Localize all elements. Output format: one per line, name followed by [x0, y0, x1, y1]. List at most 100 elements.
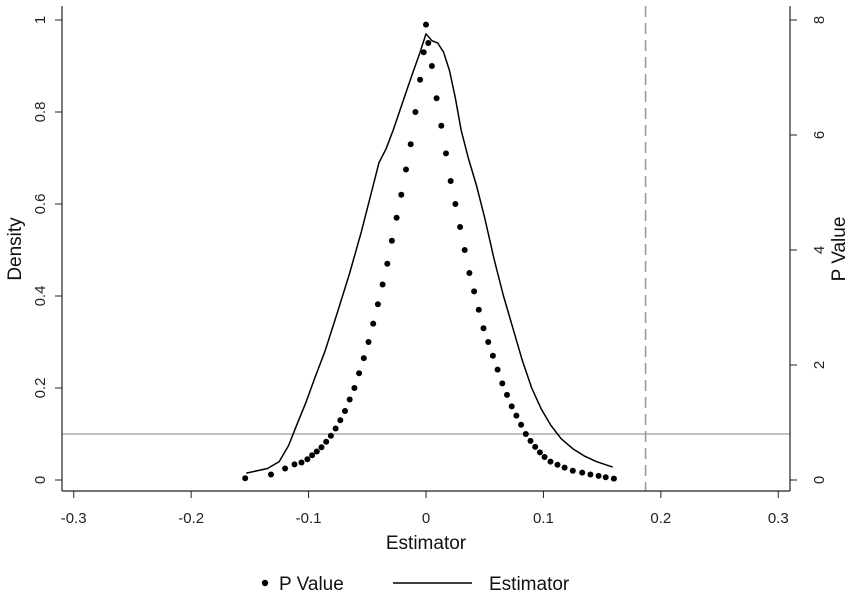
p-value-point [547, 458, 554, 465]
p-value-point [388, 237, 395, 244]
p-value-point [403, 166, 409, 173]
legend-label-estimator: Estimator [489, 574, 570, 595]
p-value-point [298, 459, 305, 466]
x-tick-label: -0.1 [296, 510, 322, 527]
p-value-point [398, 191, 405, 198]
y-left-tick-label: 0.6 [32, 194, 49, 215]
y-right-tick-label: 4 [811, 246, 828, 254]
plot-area [62, 6, 790, 491]
reference-lines [62, 6, 790, 491]
p-value-point [374, 301, 381, 308]
p-value-point [513, 412, 520, 419]
p-value-point [423, 21, 429, 28]
y-right-tick-label: 2 [811, 361, 828, 369]
p-value-point [587, 471, 594, 478]
y-left-tick-label: 1 [32, 16, 49, 24]
y-left-axis-title: Density [5, 217, 26, 281]
p-value-point [313, 448, 320, 455]
y-right-tick-label: 8 [811, 16, 828, 24]
p-value-point [475, 306, 482, 313]
p-value-point [337, 417, 344, 424]
p-value-point [407, 141, 414, 148]
p-value-point [438, 122, 445, 129]
p-value-point [602, 474, 609, 481]
p-value-point [508, 403, 515, 410]
y-left-tick-label: 0.2 [32, 378, 49, 399]
y-right-tick-label: 0 [811, 476, 828, 484]
p-value-point [536, 449, 543, 456]
x-tick-label: 0.2 [650, 510, 671, 527]
x-tick-label: 0.3 [768, 510, 789, 527]
p-value-point [527, 437, 534, 444]
p-value-point [282, 465, 289, 472]
p-value-point [489, 352, 496, 359]
p-value-point [610, 475, 617, 482]
y-right-axis-ticks: 0 2 4 6 8 [790, 16, 828, 484]
p-value-point [242, 475, 249, 482]
p-value-point [420, 49, 427, 56]
p-value-point [417, 76, 424, 83]
p-value-point [384, 260, 391, 267]
x-axis-title: Estimator [386, 533, 467, 554]
p-value-point [494, 366, 501, 373]
estimator-line-series [246, 33, 613, 474]
p-value-point [332, 425, 339, 432]
p-value-point [466, 270, 473, 276]
p-value-point [309, 452, 316, 459]
p-value-point [304, 456, 311, 463]
p-value-point [327, 432, 334, 439]
p-value-point [379, 281, 386, 288]
x-tick-label: 0.1 [533, 510, 554, 527]
p-value-point [412, 109, 419, 115]
p-value-point [499, 380, 506, 387]
p-value-point [356, 370, 363, 377]
p-value-point [541, 454, 548, 460]
x-tick-label: -0.2 [178, 510, 204, 527]
p-value-point [569, 467, 576, 474]
p-value-point [457, 224, 464, 230]
p-value-point [522, 431, 529, 437]
p-value-point [370, 320, 377, 327]
p-value-point [351, 385, 358, 391]
p-value-point [291, 461, 298, 468]
p-value-point [268, 471, 274, 478]
x-axis-ticks: -0.3 -0.2 -0.1 0 0.1 0.2 0.3 [61, 491, 789, 527]
p-value-point [595, 472, 602, 479]
y-left-axis-ticks: 0 0.2 0.4 0.6 0.8 1 [32, 16, 62, 484]
p-value-point [518, 421, 525, 428]
y-left-tick-label: 0.8 [32, 102, 49, 123]
p-value-point [579, 469, 586, 476]
p-value-point [393, 214, 400, 221]
p-value-point [561, 464, 568, 471]
y-left-tick-label: 0.4 [32, 286, 49, 307]
p-value-point [365, 339, 372, 345]
y-right-axis-title: P Value [829, 217, 850, 282]
p-value-point [461, 247, 468, 253]
x-tick-label: -0.3 [61, 510, 87, 527]
p-value-point [471, 288, 478, 295]
y-right-tick-label: 6 [811, 131, 828, 139]
p-value-point [433, 95, 440, 102]
p-value-point [554, 461, 561, 468]
y-left-tick-label: 0 [32, 476, 49, 484]
p-value-point [428, 63, 435, 69]
legend-label-p-value: P Value [279, 574, 344, 595]
p-value-point [452, 201, 459, 207]
estimator-density-curve [246, 33, 613, 474]
p-value-point [447, 178, 454, 184]
p-value-point [323, 438, 330, 445]
p-value-point [443, 150, 449, 157]
x-tick-label: 0 [422, 510, 430, 527]
legend: P Value Estimator [261, 574, 570, 595]
p-value-point [504, 391, 510, 398]
p-value-point [485, 339, 492, 345]
p-value-point [360, 355, 367, 362]
p-value-point [425, 40, 432, 46]
p-value-point [346, 396, 353, 403]
p-value-point [318, 444, 325, 451]
legend-dot-icon [261, 579, 269, 587]
p-value-point [480, 325, 487, 332]
p-value-scatter-series [242, 21, 617, 482]
p-value-point [342, 408, 348, 414]
